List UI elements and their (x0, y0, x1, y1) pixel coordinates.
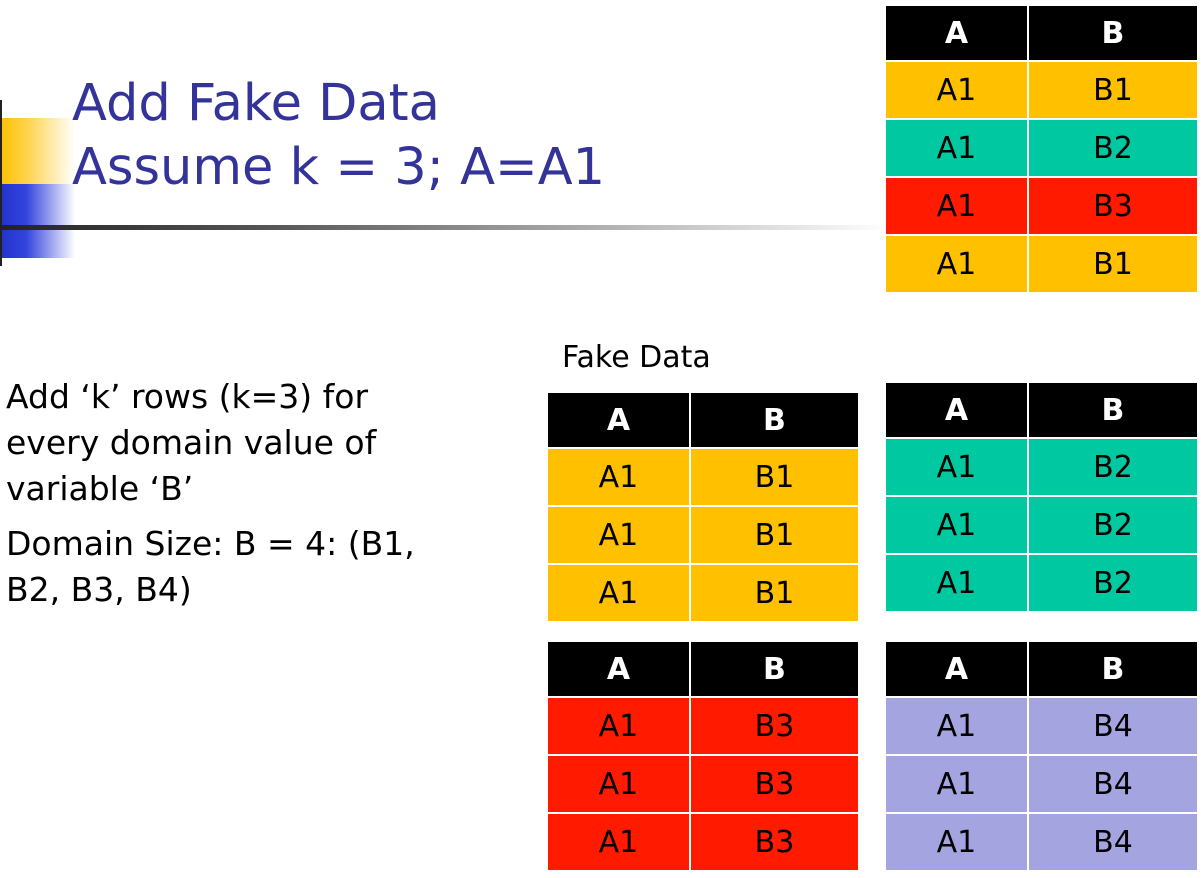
header-b: B (690, 393, 858, 447)
cell-b: B1 (690, 449, 858, 505)
table-row: A1 B2 (886, 439, 1197, 495)
cell-b: B3 (690, 756, 858, 812)
table-row: A1 B3 (548, 756, 858, 812)
title-line-1: Add Fake Data (72, 74, 440, 133)
fake-data-table-b3: A B A1 B3 A1 B3 A1 B3 (546, 640, 860, 872)
cell-b: B2 (1028, 439, 1197, 495)
table-row: A1 B2 (886, 497, 1197, 553)
cell-a: A1 (548, 698, 689, 754)
header-b: B (690, 642, 858, 696)
table-header-row: A B (886, 642, 1197, 696)
table-row: A1 B1 (886, 236, 1197, 292)
cell-b: B1 (690, 565, 858, 621)
table-row: A1 B4 (886, 756, 1197, 812)
table-header-row: A B (548, 393, 858, 447)
fake-data-table-b4: A B A1 B4 A1 B4 A1 B4 (884, 640, 1199, 872)
header-a: A (886, 383, 1027, 437)
cell-a: A1 (886, 236, 1027, 292)
cell-a: A1 (886, 497, 1027, 553)
table-header-row: A B (548, 642, 858, 696)
cell-b: B1 (1028, 62, 1197, 118)
bullet-domain-size: Domain Size: B = 4: (B1, B2, B3, B4) (6, 524, 415, 609)
header-a: A (886, 642, 1027, 696)
cell-a: A1 (886, 178, 1027, 234)
cell-a: A1 (886, 120, 1027, 176)
table-row: A1 B1 (548, 507, 858, 563)
table-header-row: A B (886, 383, 1197, 437)
header-b: B (1028, 383, 1197, 437)
table-row: A1 B1 (548, 565, 858, 621)
bullet-add-rows: Add ‘k’ rows (k=3) for every domain valu… (6, 377, 377, 508)
cell-b: B3 (690, 814, 858, 870)
cell-b: B2 (1028, 497, 1197, 553)
body-text: Add ‘k’ rows (k=3) for every domain valu… (6, 374, 446, 622)
fake-data-table-b1: A B A1 B1 A1 B1 A1 B1 (546, 391, 860, 623)
table-row: A1 B3 (548, 814, 858, 870)
cell-a: A1 (886, 555, 1027, 611)
cell-a: A1 (886, 814, 1027, 870)
fake-data-table-b2: A B A1 B2 A1 B2 A1 B2 (884, 381, 1199, 613)
cell-a: A1 (548, 507, 689, 563)
decorative-bar-blue (0, 184, 75, 258)
header-b: B (1028, 642, 1197, 696)
header-b: B (1028, 6, 1197, 60)
slide-title: Add Fake Data Assume k = 3; A=A1 (72, 72, 605, 200)
cell-a: A1 (548, 814, 689, 870)
table-row: A1 B2 (886, 120, 1197, 176)
fake-data-label: Fake Data (562, 340, 711, 375)
table-header-row: A B (886, 6, 1197, 60)
cell-a: A1 (886, 756, 1027, 812)
cell-b: B2 (1028, 120, 1197, 176)
cell-a: A1 (886, 439, 1027, 495)
cell-a: A1 (548, 756, 689, 812)
cell-a: A1 (886, 62, 1027, 118)
original-data-table: A B A1 B1 A1 B2 A1 B3 A1 B1 (884, 4, 1199, 294)
cell-b: B4 (1028, 698, 1197, 754)
table-row: A1 B1 (886, 62, 1197, 118)
header-a: A (548, 642, 689, 696)
table-row: A1 B3 (886, 178, 1197, 234)
cell-a: A1 (548, 565, 689, 621)
decorative-bar-yellow (0, 118, 75, 184)
cell-b: B1 (690, 507, 858, 563)
table-row: A1 B4 (886, 698, 1197, 754)
cell-b: B3 (1028, 178, 1197, 234)
cell-b: B4 (1028, 756, 1197, 812)
header-a: A (548, 393, 689, 447)
cell-b: B3 (690, 698, 858, 754)
table-row: A1 B4 (886, 814, 1197, 870)
table-row: A1 B2 (886, 555, 1197, 611)
decorative-vertical-line (0, 100, 2, 266)
header-a: A (886, 6, 1027, 60)
cell-b: B4 (1028, 814, 1197, 870)
table-row: A1 B1 (548, 449, 858, 505)
title-underline (0, 225, 890, 230)
table-row: A1 B3 (548, 698, 858, 754)
cell-b: B1 (1028, 236, 1197, 292)
cell-b: B2 (1028, 555, 1197, 611)
title-line-2: Assume k = 3; A=A1 (72, 138, 606, 197)
cell-a: A1 (886, 698, 1027, 754)
cell-a: A1 (548, 449, 689, 505)
